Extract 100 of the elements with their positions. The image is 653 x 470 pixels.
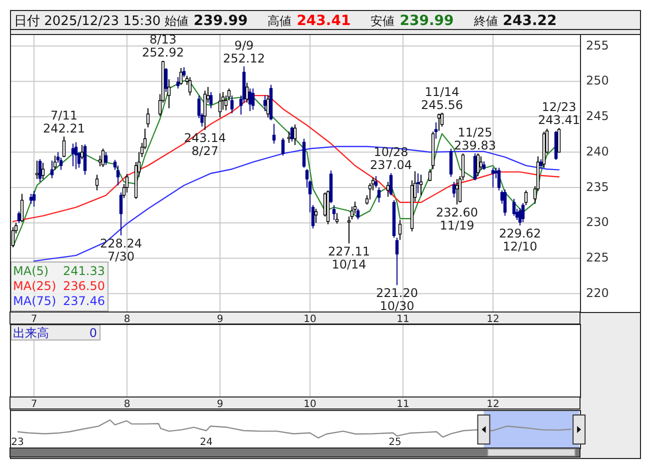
text: 239.99	[194, 13, 248, 29]
text: 7	[30, 399, 38, 410]
candlestick	[521, 202, 525, 223]
candlestick	[287, 131, 291, 144]
chart-title: 日付 2025/12/23 15:30	[14, 14, 161, 29]
annotation: 229.62 12/10	[499, 226, 541, 254]
candlestick	[74, 142, 78, 170]
candlestick	[419, 174, 423, 196]
text: MA(75)	[13, 294, 56, 308]
candlestick	[377, 187, 381, 203]
candlestick	[434, 122, 438, 140]
text: 243.41	[296, 13, 351, 29]
y-tick-label: 250	[586, 74, 609, 88]
text: 終値	[472, 14, 498, 28]
x-tick-label: 23	[11, 437, 24, 448]
candlestick	[266, 95, 270, 118]
candlestick	[449, 148, 453, 178]
candlestick	[251, 88, 255, 110]
text: 239.99	[400, 13, 454, 29]
candlestick	[281, 137, 285, 156]
candlestick	[209, 92, 213, 109]
candlestick	[335, 212, 339, 224]
annotation: 236.50	[63, 279, 105, 293]
series-label: MA(5)	[13, 264, 49, 278]
y-tick-label: 245	[586, 109, 609, 124]
text: 始値	[164, 14, 189, 28]
x-tick-label: 8	[124, 314, 130, 325]
annotation: 8/13 252.92	[142, 32, 184, 60]
x-tick-label: 25	[388, 437, 402, 448]
text: 安値	[370, 14, 395, 28]
candlestick	[455, 178, 459, 205]
candlestick	[32, 190, 36, 208]
candlestick	[164, 67, 168, 93]
y-tick-label: 235	[586, 180, 609, 194]
text: 12	[486, 399, 500, 410]
candlestick	[491, 167, 495, 188]
candlestick	[356, 208, 360, 220]
candlestick	[248, 88, 252, 112]
candlestick	[101, 148, 105, 168]
candlestick	[452, 181, 456, 198]
candlestick	[512, 198, 516, 216]
annotation: 228.24 7/30	[100, 236, 142, 264]
candlestick	[437, 113, 441, 132]
x-tick-label: 9	[216, 314, 224, 325]
x-tick-label: 11	[396, 314, 410, 325]
annotation: 12/23 243.41	[538, 100, 580, 128]
x-tick-label: 10	[304, 314, 316, 325]
candlestick	[374, 176, 378, 188]
candlestick	[146, 108, 150, 128]
candlestick	[95, 174, 99, 191]
candlestick	[503, 189, 507, 216]
candlestick	[116, 165, 120, 186]
candlestick	[167, 78, 171, 109]
text: 10	[304, 399, 316, 410]
text: 11	[396, 399, 410, 410]
candlestick	[479, 156, 483, 170]
candlestick	[497, 167, 501, 191]
candlestick	[35, 160, 39, 180]
annotation: 227.11 10/14	[328, 244, 370, 272]
text: 0	[89, 326, 97, 340]
text: 8	[124, 399, 130, 410]
candlestick	[524, 190, 528, 206]
annotation: 237.46	[63, 294, 105, 308]
text: 243.22	[502, 13, 557, 29]
candlestick	[179, 67, 183, 86]
annotation: 11/25 239.83	[454, 125, 496, 152]
candlestick	[119, 192, 123, 236]
candlestick	[50, 160, 54, 179]
candlestick	[290, 126, 294, 142]
candlestick	[293, 124, 297, 146]
text: 出来高	[13, 326, 49, 340]
candlestick	[389, 172, 393, 196]
candlestick	[473, 152, 477, 181]
candlestick	[53, 155, 57, 170]
candlestick	[104, 152, 108, 166]
candlestick	[428, 168, 432, 182]
candlestick	[230, 95, 234, 114]
candlestick	[476, 153, 480, 177]
annotation: 241.33	[63, 264, 105, 278]
annotation: 10/28 237.04	[370, 145, 412, 172]
candlestick	[314, 208, 318, 224]
x-tick-label: 7	[30, 314, 38, 325]
candlestick	[203, 90, 207, 130]
candlestick	[176, 76, 180, 89]
text: 高値	[268, 14, 292, 28]
y-tick-label: 225	[586, 250, 609, 265]
candlestick	[20, 193, 24, 223]
candlestick	[38, 158, 42, 182]
candlestick	[41, 162, 45, 180]
candlestick	[398, 220, 402, 240]
y-tick-label: 230	[586, 215, 609, 230]
y-tick-label: 220	[586, 286, 609, 300]
y-tick-label: 255	[586, 38, 609, 52]
candlestick	[263, 95, 267, 112]
annotation: 221.20 10/30	[376, 286, 418, 314]
candlestick	[440, 112, 444, 128]
candlestick	[62, 136, 66, 158]
candlestick	[386, 181, 390, 198]
candlestick	[17, 211, 21, 224]
y-tick-label: 240	[586, 144, 609, 158]
